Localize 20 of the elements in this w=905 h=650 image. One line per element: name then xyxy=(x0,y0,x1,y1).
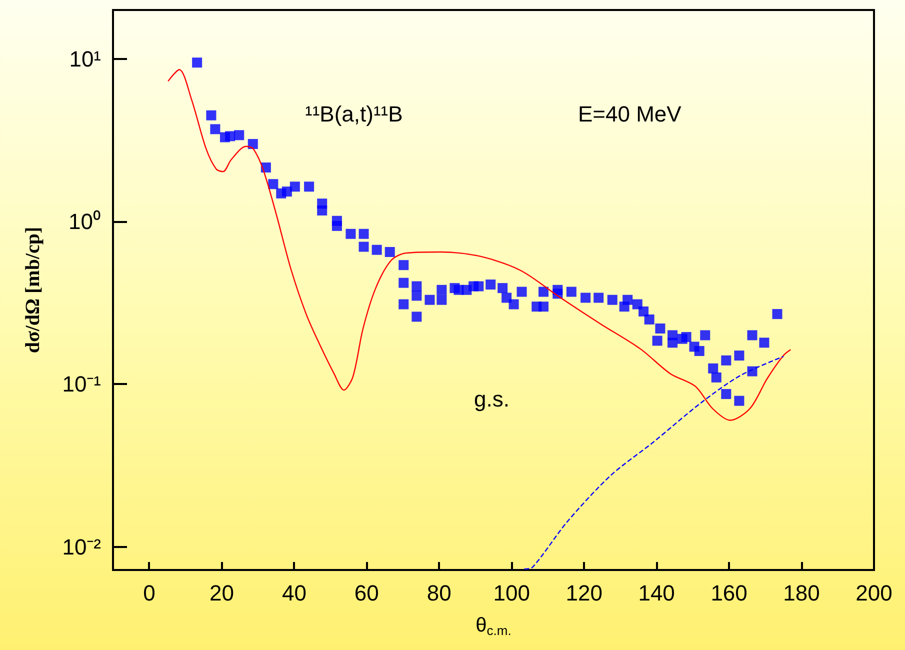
x-tick-label: 40 xyxy=(282,580,306,606)
annotation: E=40 MeV xyxy=(578,102,682,126)
y-axis-title: dσ/dΩ [mb/cp] xyxy=(22,226,44,354)
x-tick-label: 140 xyxy=(638,580,675,606)
y-tick-label: 10¹ xyxy=(69,46,101,72)
x-tick-label: 120 xyxy=(566,580,602,606)
x-tick-label: 180 xyxy=(783,580,820,606)
x-tick-label: 160 xyxy=(710,580,748,606)
x-tick-label: 80 xyxy=(426,580,452,606)
x-tick-label: 200 xyxy=(856,580,892,606)
x-tick-label: 60 xyxy=(354,580,379,606)
annotation: g.s. xyxy=(474,386,510,412)
line-series xyxy=(524,356,784,570)
y-tick-label: 10⁰ xyxy=(68,209,101,234)
x-tick-label: 0 xyxy=(143,580,156,606)
x-tick-label: 100 xyxy=(493,580,530,606)
annotation: ¹¹B(a,t)¹¹B xyxy=(305,102,403,126)
y-tick-label: 10⁻¹ xyxy=(62,372,101,397)
x-tick-label: 20 xyxy=(209,580,234,606)
y-tick-label: 10⁻² xyxy=(62,534,101,560)
